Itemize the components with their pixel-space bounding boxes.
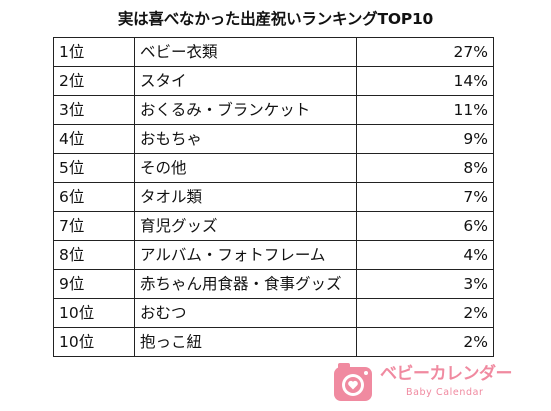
table-row: 1位 ベビー衣類 27% — [53, 37, 494, 67]
brand-logo: ベビーカレンダー Baby Calendar — [330, 360, 513, 406]
table-row: 4位 おもちゃ 9% — [53, 124, 494, 154]
item-cell: その他 — [134, 153, 357, 183]
item-cell: スタイ — [134, 66, 357, 96]
item-cell: おもちゃ — [134, 124, 357, 154]
percent-cell: 2% — [356, 327, 494, 357]
table-row: 9位 赤ちゃん用食器・食事グッズ 3% — [53, 269, 494, 299]
item-cell: おむつ — [134, 298, 357, 328]
percent-cell: 3% — [356, 269, 494, 299]
rank-cell: 10位 — [53, 298, 135, 328]
table-row: 3位 おくるみ・ブランケット 11% — [53, 95, 494, 125]
percent-cell: 7% — [356, 182, 494, 212]
rank-cell: 4位 — [53, 124, 135, 154]
rank-cell: 6位 — [53, 182, 135, 212]
brand-subtitle: Baby Calendar — [406, 387, 484, 398]
rank-cell: 3位 — [53, 95, 135, 125]
table-row: 10位 おむつ 2% — [53, 298, 494, 328]
table-row: 10位 抱っこ紐 2% — [53, 327, 494, 357]
percent-cell: 6% — [356, 211, 494, 241]
item-cell: 育児グッズ — [134, 211, 357, 241]
rank-cell: 10位 — [53, 327, 135, 357]
table-row: 5位 その他 8% — [53, 153, 494, 183]
item-cell: ベビー衣類 — [134, 37, 357, 67]
brand-name: ベビーカレンダー — [380, 364, 513, 384]
rank-cell: 2位 — [53, 66, 135, 96]
table-row: 8位 アルバム・フォトフレーム 4% — [53, 240, 494, 270]
item-cell: 抱っこ紐 — [134, 327, 357, 357]
percent-cell: 11% — [356, 95, 494, 125]
percent-cell: 8% — [356, 153, 494, 183]
item-cell: タオル類 — [134, 182, 357, 212]
rank-cell: 9位 — [53, 269, 135, 299]
rank-cell: 1位 — [53, 37, 135, 67]
item-cell: 赤ちゃん用食器・食事グッズ — [134, 269, 357, 299]
percent-cell: 14% — [356, 66, 494, 96]
table-row: 2位 スタイ 14% — [53, 66, 494, 96]
table-row: 6位 タオル類 7% — [53, 182, 494, 212]
rank-cell: 5位 — [53, 153, 135, 183]
table-row: 7位 育児グッズ 6% — [53, 211, 494, 241]
item-cell: アルバム・フォトフレーム — [134, 240, 357, 270]
rank-cell: 8位 — [53, 240, 135, 270]
ranking-table: 1位 ベビー衣類 27% 2位 スタイ 14% 3位 おくるみ・ブランケット 1… — [53, 37, 494, 357]
rank-cell: 7位 — [53, 211, 135, 241]
percent-cell: 9% — [356, 124, 494, 154]
item-cell: おくるみ・ブランケット — [134, 95, 357, 125]
page-title: 実は喜べなかった出産祝いランキングTOP10 — [117, 10, 434, 28]
percent-cell: 27% — [356, 37, 494, 67]
camera-heart-icon — [334, 363, 372, 401]
percent-cell: 4% — [356, 240, 494, 270]
percent-cell: 2% — [356, 298, 494, 328]
